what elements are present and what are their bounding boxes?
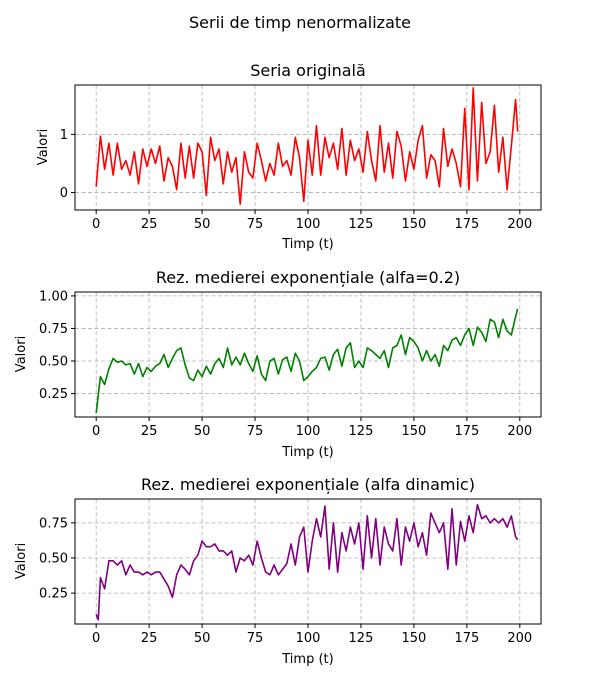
x-tick-label: 200 <box>507 424 532 439</box>
chart-title: Rez. medierei exponențiale (alfa dinamic… <box>141 475 475 494</box>
chart-title: Rez. medierei exponențiale (alfa=0.2) <box>156 268 460 287</box>
chart-panel-original: Seria originală Timp (t) Valori 0 25 50 75 1… <box>36 61 542 252</box>
x-tick-label: 125 <box>349 424 374 439</box>
x-tick-label: 150 <box>401 217 426 232</box>
y-tick-label: 0.75 <box>39 516 68 531</box>
series-line <box>95 308 519 414</box>
x-tick-label: 75 <box>247 424 264 439</box>
x-axis-label: Timp (t) <box>281 237 333 252</box>
y-tick-label: 0 <box>60 186 68 201</box>
x-tick-label: 0 <box>92 217 100 232</box>
x-tick-label: 150 <box>401 424 426 439</box>
x-tick-label: 175 <box>454 424 479 439</box>
x-tick-label: 200 <box>507 631 532 646</box>
series-line <box>95 503 519 621</box>
x-tick-label: 25 <box>141 424 158 439</box>
x-axis-label: Timp (t) <box>281 445 333 460</box>
x-tick-label: 50 <box>194 217 211 232</box>
x-tick-label: 25 <box>141 217 158 232</box>
y-axis-label: Valori <box>36 129 51 165</box>
x-tick-label: 125 <box>349 217 374 232</box>
y-tick-label: 0.25 <box>39 387 68 402</box>
x-tick-label: 175 <box>454 631 479 646</box>
y-tick-label: 0.25 <box>39 587 68 602</box>
y-tick-label: 0.50 <box>39 551 68 566</box>
y-axis-label: Valori <box>14 336 29 372</box>
x-tick-label: 200 <box>507 217 532 232</box>
y-axis-label: Valori <box>14 543 29 579</box>
x-tick-label: 0 <box>92 631 100 646</box>
chart-panel-ema-dynamic: Rez. medierei exponențiale (alfa dinamic… <box>14 475 542 667</box>
y-tick-label: 1 <box>60 128 68 143</box>
y-tick-label: 0.75 <box>39 322 68 337</box>
x-axis-label: Timp (t) <box>281 652 333 667</box>
x-tick-label: 100 <box>296 631 321 646</box>
series-line <box>95 87 519 205</box>
x-tick-label: 175 <box>454 217 479 232</box>
x-tick-label: 125 <box>349 631 374 646</box>
x-tick-label: 25 <box>141 631 158 646</box>
x-tick-label: 50 <box>194 631 211 646</box>
x-tick-label: 100 <box>296 217 321 232</box>
y-tick-label: 1.00 <box>39 289 68 304</box>
x-tick-label: 75 <box>247 631 264 646</box>
x-tick-label: 50 <box>194 424 211 439</box>
figure-suptitle: Serii de timp nenormalizate <box>189 13 411 32</box>
x-tick-label: 100 <box>296 424 321 439</box>
x-tick-label: 150 <box>401 631 426 646</box>
x-tick-label: 0 <box>92 424 100 439</box>
y-tick-label: 0.50 <box>39 355 68 370</box>
chart-panel-ema-fixed: Rez. medierei exponențiale (alfa=0.2) Ti… <box>14 268 542 460</box>
x-tick-label: 75 <box>247 217 264 232</box>
chart-title: Seria originală <box>250 61 366 80</box>
